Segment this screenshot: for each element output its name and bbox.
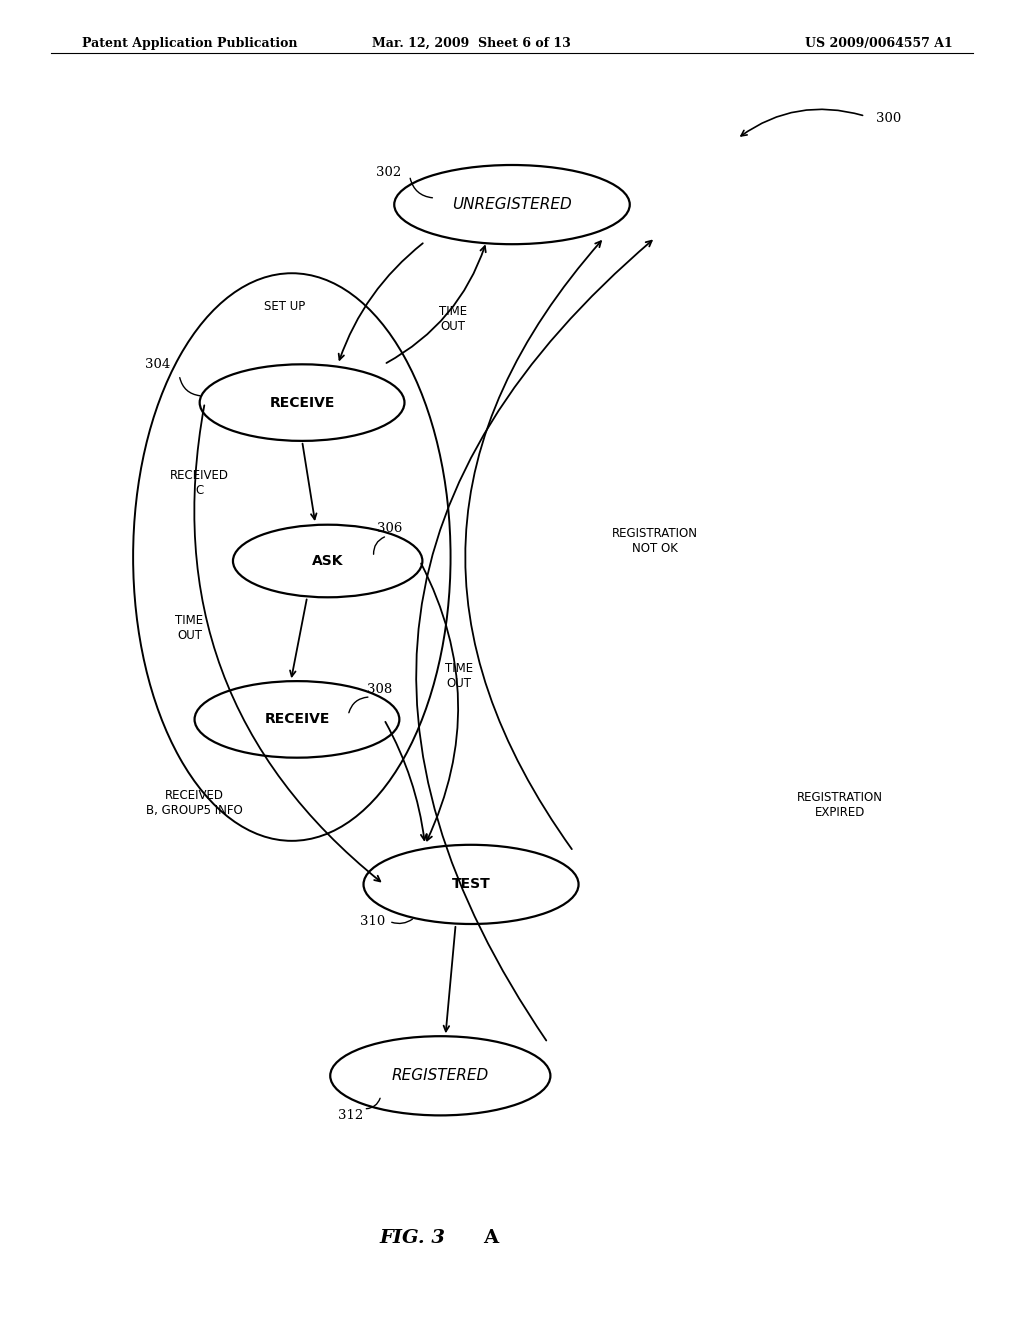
Text: RECEIVE: RECEIVE — [269, 396, 335, 409]
Text: REGISTERED: REGISTERED — [392, 1068, 488, 1084]
Text: REGISTRATION
NOT OK: REGISTRATION NOT OK — [612, 527, 698, 556]
Text: 302: 302 — [376, 166, 401, 180]
Text: FIG. 3: FIG. 3 — [380, 1229, 445, 1247]
Text: A: A — [483, 1229, 499, 1247]
Text: Patent Application Publication: Patent Application Publication — [82, 37, 297, 50]
Text: TIME
OUT: TIME OUT — [175, 614, 204, 643]
Text: 304: 304 — [145, 358, 171, 371]
Text: REGISTRATION
EXPIRED: REGISTRATION EXPIRED — [797, 791, 883, 820]
Text: 308: 308 — [367, 682, 392, 696]
Text: US 2009/0064557 A1: US 2009/0064557 A1 — [805, 37, 952, 50]
Text: ASK: ASK — [312, 554, 343, 568]
Text: 312: 312 — [338, 1109, 364, 1122]
Text: Mar. 12, 2009  Sheet 6 of 13: Mar. 12, 2009 Sheet 6 of 13 — [372, 37, 570, 50]
Text: 310: 310 — [360, 915, 386, 928]
Text: TIME
OUT: TIME OUT — [438, 305, 467, 334]
Text: SET UP: SET UP — [264, 300, 305, 313]
Text: RECEIVE: RECEIVE — [264, 713, 330, 726]
Text: RECEIVED
C: RECEIVED C — [170, 469, 229, 498]
Text: TEST: TEST — [452, 878, 490, 891]
Text: RECEIVED
B, GROUP5 INFO: RECEIVED B, GROUP5 INFO — [146, 788, 243, 817]
Text: 300: 300 — [876, 112, 901, 125]
Text: TIME
OUT: TIME OUT — [444, 661, 473, 690]
Text: UNREGISTERED: UNREGISTERED — [453, 197, 571, 213]
Text: 306: 306 — [377, 521, 402, 535]
